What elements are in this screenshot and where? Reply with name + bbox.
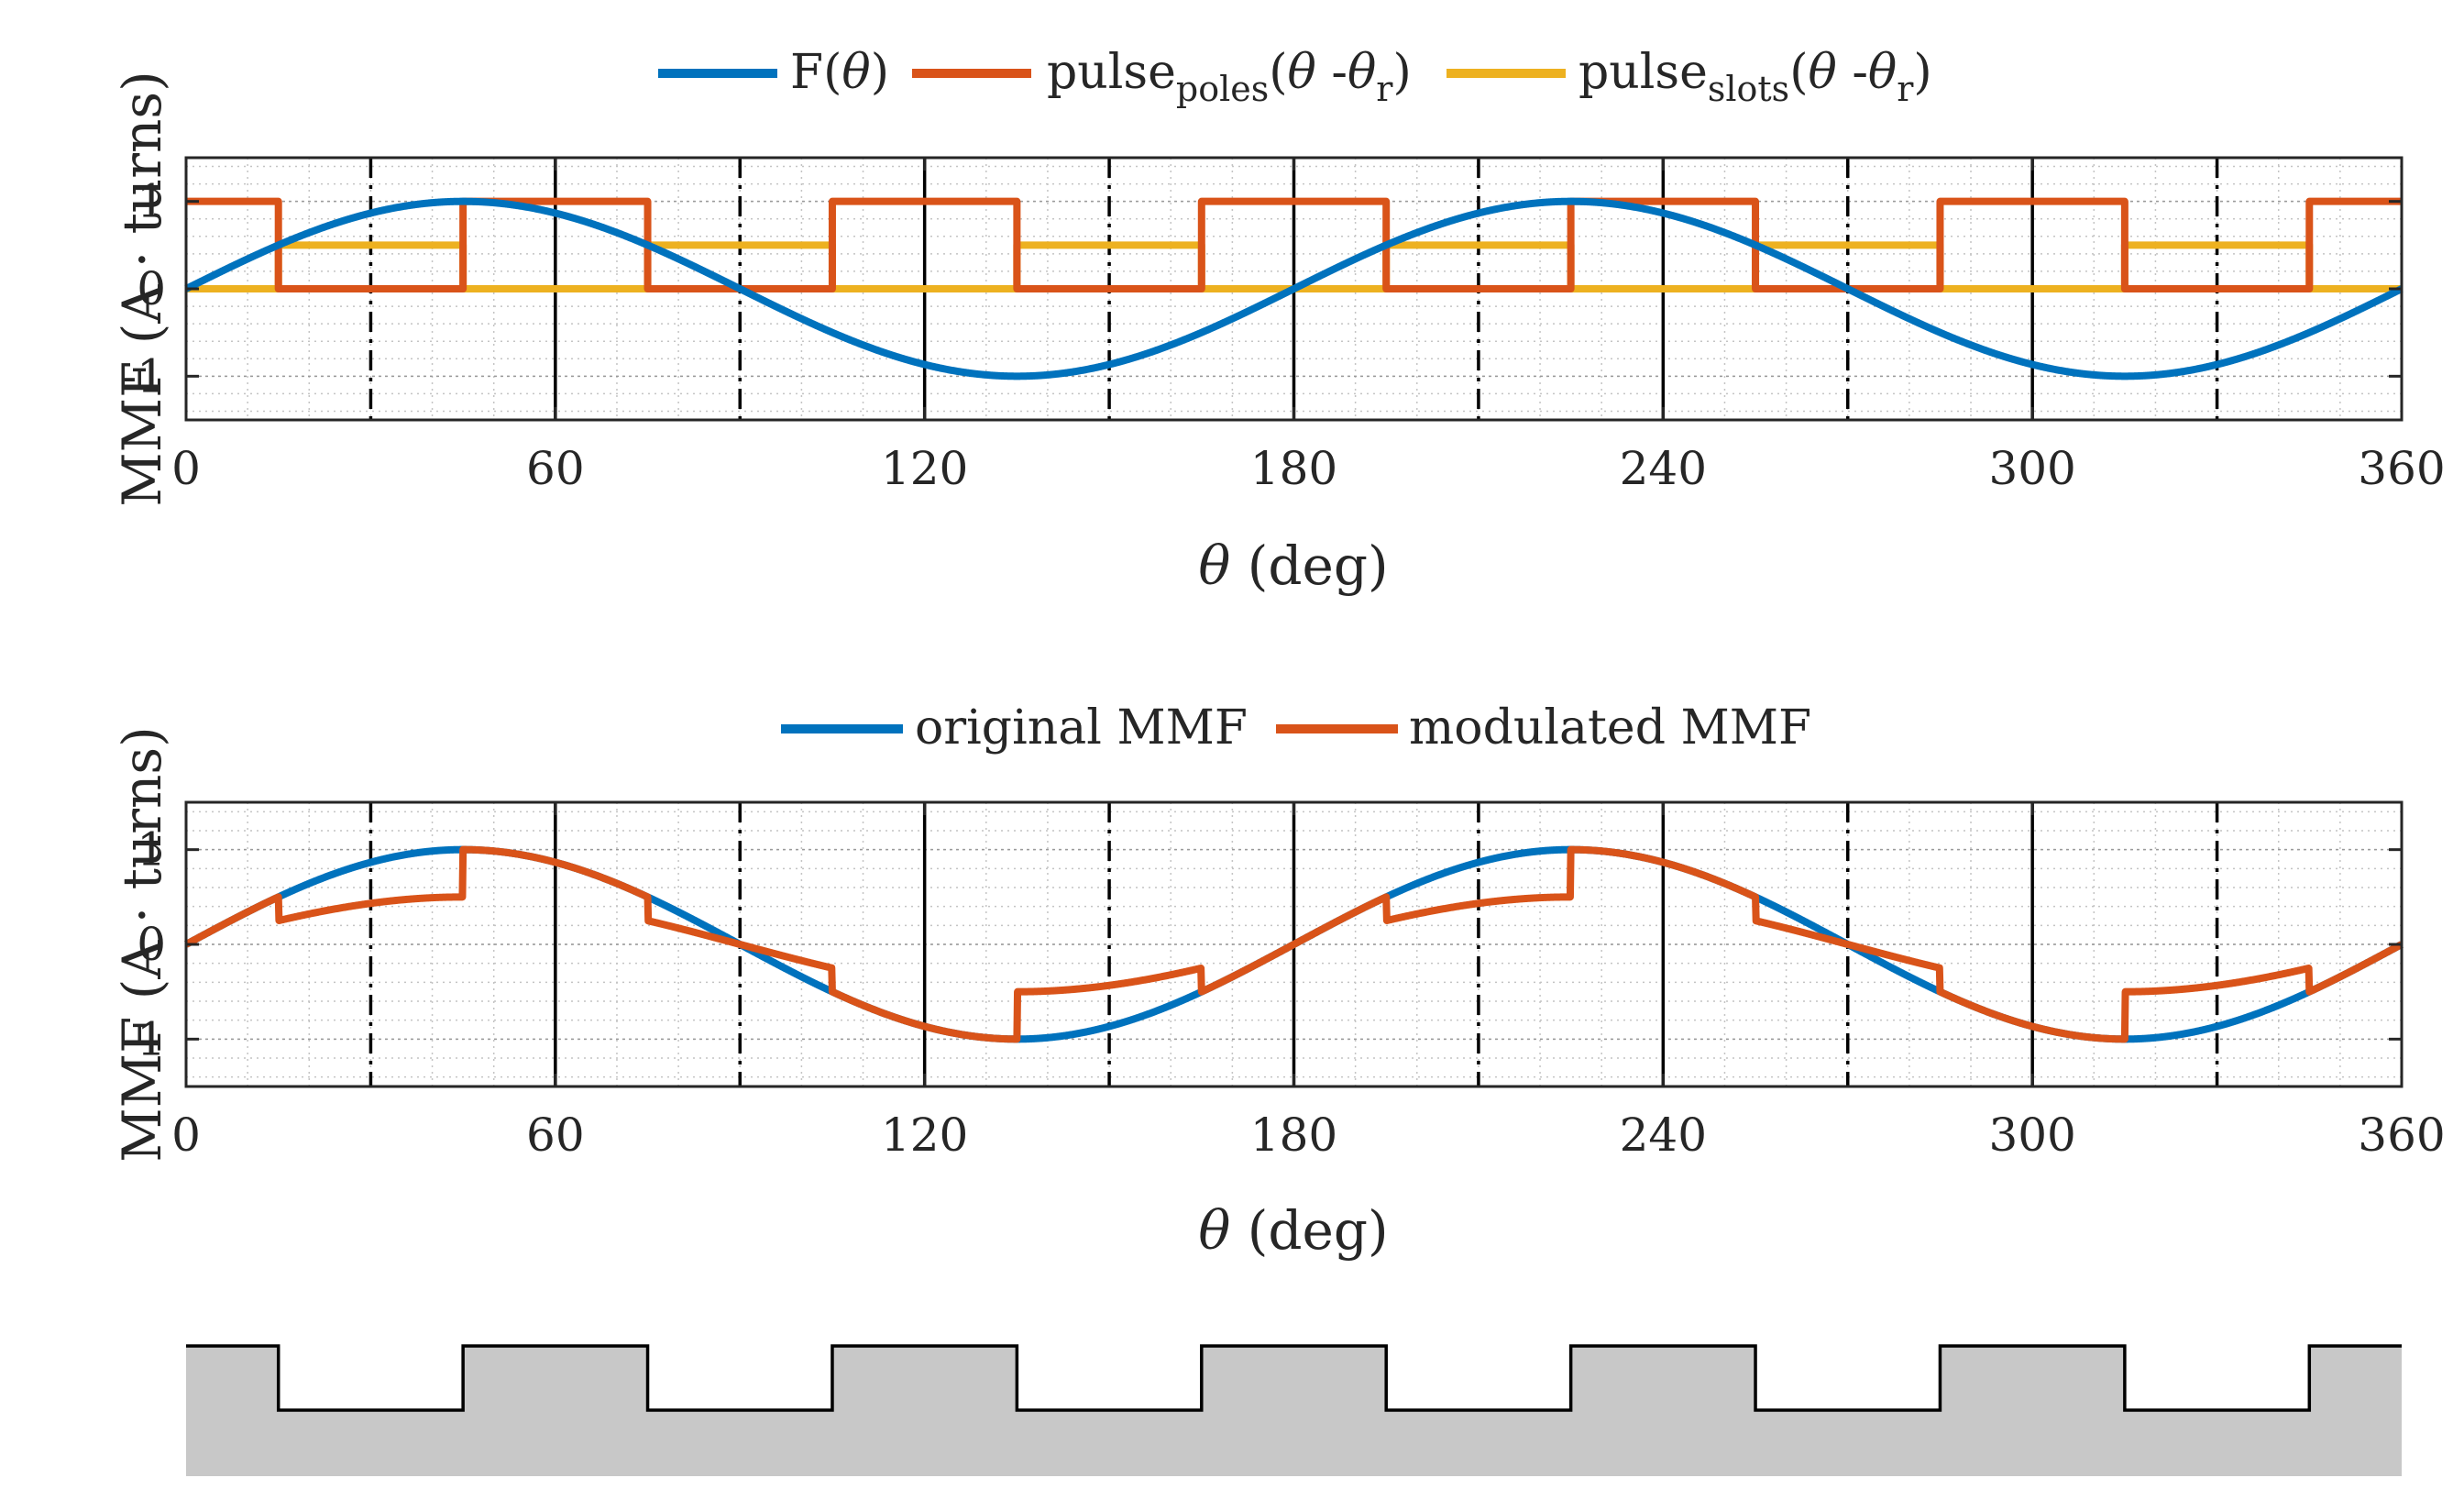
x-tick-label: 360 [2358,1108,2445,1162]
legend-label-pulse-slots: pulseslots(θ -θr) [1578,45,1932,109]
legend-top-chart: F(θ) pulsepoles(θ -θr) pulseslots(θ -θr) [658,45,1932,109]
y-axis-label-bottom: MMF (A · turns) [111,726,173,1162]
x-tick-label: 180 [1250,442,1337,495]
series-top-chart [184,197,2404,381]
stator-slot-diagram [186,1344,2402,1476]
y-tick-label: 1 [137,823,166,877]
x-axis-label-bottom: θ (deg) [1198,1199,1388,1262]
vertical-markers-bottom-chart [368,802,2219,1086]
x-tick-label: 300 [1988,1108,2075,1162]
legend-bottom-chart: original MMF modulated MMF [781,700,1811,756]
x-tick-label: 0 [171,1108,201,1162]
stator-slot [278,1346,464,1410]
legend-label-pulse-poles: pulsepoles(θ -θr) [1047,45,1412,109]
x-tick-label: 60 [526,442,585,495]
x-tick-label: 120 [881,1108,968,1162]
legend-label-f-theta: F(θ) [790,45,889,100]
y-tick-label: -1 [121,349,166,403]
x-tick-label: 180 [1250,1108,1337,1162]
stator-body [186,1346,2402,1476]
chart-modulated-mmf: original MMF modulated MMF 0 60 120 180 240 3… [111,700,2446,1262]
y-tick-label: 0 [137,262,166,315]
y-tick-label: 1 [137,175,166,228]
x-tick-label: 60 [526,1108,585,1162]
y-tick-label: 0 [137,918,166,971]
x-tick-label: 240 [1620,1108,1707,1162]
legend-label-original-mmf: original MMF [915,700,1248,756]
stator-slot [2124,1346,2310,1410]
series-modulated-mmf [182,845,2405,1043]
x-axis-label-top: θ (deg) [1198,535,1388,597]
y-tick-label: -1 [121,1012,166,1065]
stator-outline [186,1344,2402,1412]
stator-slot [1755,1346,1941,1410]
x-tick-label: 240 [1620,442,1707,495]
x-tick-label: 120 [881,442,968,495]
series-f-theta [184,197,2404,381]
stator-slot [1386,1346,1571,1410]
series-bottom-chart [182,845,2405,1043]
legend-label-modulated-mmf: modulated MMF [1409,700,1811,756]
x-tick-label: 0 [171,442,201,495]
chart-pulse-functions: F(θ) pulsepoles(θ -θr) pulseslots(θ -θr)… [111,45,2446,597]
x-tick-label: 300 [1988,442,2075,495]
stator-slot [1017,1346,1202,1410]
x-tick-label: 360 [2358,442,2445,495]
y-axis-label-top: MMF (A · turns) [111,71,173,506]
stator-slot [647,1346,832,1410]
